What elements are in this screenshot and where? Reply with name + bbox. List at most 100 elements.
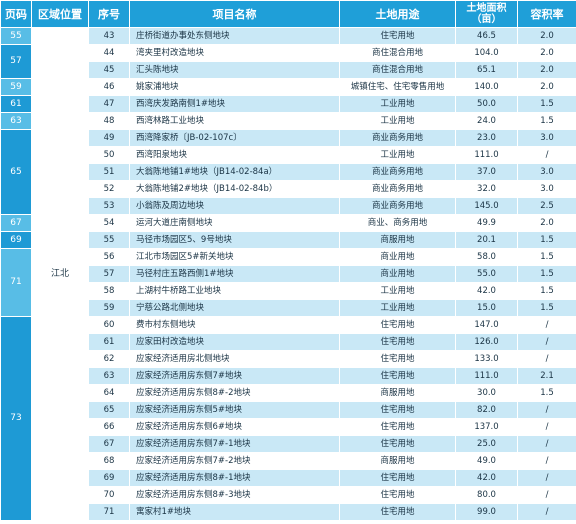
seq-cell: 70 — [88, 486, 130, 504]
floor-area-ratio-cell: 2.1 — [517, 367, 576, 385]
land-area-cell: 58.0 — [455, 248, 518, 266]
project-name-cell: 西湾庆发路南侧1#地块 — [129, 95, 340, 113]
header-area-line2: （亩） — [471, 14, 502, 25]
land-use-cell: 住宅用地 — [339, 27, 456, 45]
table-row: 57 44 湾夹里村改造地块 商住混合用地 104.0 2.0 — [0, 44, 576, 79]
table-row: 69 55 马径市场园区5、9号地块 商服用地 20.1 1.5 — [0, 231, 576, 249]
land-area-cell: 23.0 — [455, 129, 518, 147]
seq-cell: 62 — [88, 350, 130, 368]
floor-area-ratio-cell: 2.0 — [517, 61, 576, 79]
land-use-cell: 商业、商务用地 — [339, 214, 456, 232]
floor-area-ratio-cell: 1.5 — [517, 248, 576, 266]
land-area-cell: 55.0 — [455, 265, 518, 283]
land-use-cell: 工业用地 — [339, 146, 456, 164]
table-row: 63 应家经济适用房东侧7#地块 住宅用地 111.0 2.1 — [1, 367, 576, 385]
land-use-cell: 住宅用地 — [339, 503, 456, 521]
land-area-cell: 99.0 — [455, 503, 518, 521]
floor-area-ratio-cell: 1.5 — [517, 265, 576, 283]
project-name-cell: 大翁陈地铺2#地块（JB14-02-84b） — [129, 180, 340, 198]
floor-area-ratio-cell: 1.5 — [517, 299, 576, 317]
page-number-cell: 73 — [0, 316, 32, 521]
land-area-cell: 46.5 — [455, 27, 518, 45]
project-name-cell: 大翁陈地铺1#地块（JB14-02-84a） — [129, 163, 340, 181]
floor-area-ratio-cell: 1.5 — [517, 112, 576, 130]
land-area-cell: 15.0 — [455, 299, 518, 317]
seq-cell: 55 — [88, 231, 130, 249]
land-use-cell: 商住混合用地 — [339, 44, 456, 62]
seq-cell: 48 — [88, 112, 130, 130]
project-name-cell: 西湾降家桥〔JB-02-107c〕 — [129, 129, 340, 147]
land-use-cell: 商业商务用地 — [339, 163, 456, 181]
land-area-cell: 24.0 — [455, 112, 518, 130]
seq-cell: 68 — [88, 452, 130, 470]
land-use-cell: 商服用地 — [339, 452, 456, 470]
floor-area-ratio-cell: 2.0 — [517, 27, 576, 45]
project-name-cell: 运河大道庄南侧地块 — [129, 214, 340, 232]
project-name-cell: 应家经济适用房东侧6#地块 — [129, 418, 340, 436]
header-area-line1: 土地面积 — [466, 3, 507, 14]
table-row: 73 60 费市村东侧地块 住宅用地 147.0/ — [0, 316, 576, 521]
land-use-cell: 住宅用地 — [339, 316, 456, 334]
page-number-cell: 61 — [0, 95, 32, 113]
land-area-cell: 111.0 — [455, 146, 518, 164]
land-area-cell: 126.0 — [455, 333, 518, 351]
header-page: 页码 — [0, 0, 32, 28]
floor-area-ratio-cell: / — [517, 435, 576, 453]
land-area-cell: 20.1 — [455, 231, 518, 249]
land-use-cell: 商业商务用地 — [339, 129, 456, 147]
land-area-cell: 80.0 — [455, 486, 518, 504]
seq-cell: 56 — [88, 248, 130, 266]
floor-area-ratio-cell: 3.0 — [517, 129, 576, 147]
project-name-cell: 应家经济适用房东侧7#-2地块 — [129, 452, 340, 470]
project-name-cell: 应家经济适用房东侧8#-3地块 — [129, 486, 340, 504]
table-body: 55 江北 43 庄桥街道办事处东侧地块 住宅用地 46.5 2.0 57 44 湾夹里村改造地块… — [0, 27, 576, 521]
seq-cell: 69 — [88, 469, 130, 487]
page-number-cell: 63 — [0, 112, 32, 130]
project-name-cell: 姚家浦地块 — [129, 78, 340, 96]
seq-cell: 60 — [88, 316, 130, 334]
seq-cell: 43 — [88, 27, 130, 45]
project-name-cell: 应家经济适用房东侧7#-1地块 — [129, 435, 340, 453]
land-use-cell: 商业商务用地 — [339, 197, 456, 215]
floor-area-ratio-cell: 2.0 — [517, 78, 576, 96]
page-number-cell: 59 — [0, 78, 32, 96]
seq-cell: 63 — [88, 367, 130, 385]
project-name-cell: 应家经济适用房东侧7#地块 — [129, 367, 340, 385]
land-area-cell: 140.0 — [455, 78, 518, 96]
seq-cell: 59 — [88, 299, 130, 317]
floor-area-ratio-cell: / — [517, 486, 576, 504]
floor-area-ratio-cell: / — [517, 418, 576, 436]
land-use-cell: 住宅用地 — [339, 486, 456, 504]
project-name-cell: 庄桥街道办事处东侧地块 — [129, 27, 340, 45]
page-number-cell: 57 — [0, 44, 32, 79]
land-area-cell: 82.0 — [455, 401, 518, 419]
land-use-cell: 商业用地 — [339, 248, 456, 266]
floor-area-ratio-cell: 2.5 — [517, 197, 576, 215]
table-row: 61 应家田村改造地块 住宅用地 126.0/ — [1, 333, 576, 351]
project-name-cell: 西湾林路工业地块 — [129, 112, 340, 130]
land-use-cell: 工业用地 — [339, 282, 456, 300]
header-area: 土地面积 （亩） — [455, 0, 518, 28]
floor-area-ratio-cell: / — [517, 146, 576, 164]
floor-area-ratio-cell: 3.0 — [517, 163, 576, 181]
floor-area-ratio-cell: 1.5 — [517, 282, 576, 300]
land-use-cell: 城镇住宅、住宅零售用地 — [339, 78, 456, 96]
land-area-cell: 25.0 — [455, 435, 518, 453]
seq-cell: 53 — [88, 197, 130, 215]
header-name: 项目名称 — [129, 0, 340, 28]
land-use-cell: 住宅用地 — [339, 418, 456, 436]
project-name-cell: 宁慈公路北侧地块 — [129, 299, 340, 317]
land-area-cell: 50.0 — [455, 95, 518, 113]
land-use-cell: 工业用地 — [339, 95, 456, 113]
project-name-cell: 湾夹里村改造地块 — [129, 44, 340, 62]
land-area-cell: 147.0 — [455, 316, 518, 334]
page-number-cell: 69 — [0, 231, 32, 249]
table-row: 61 47 西湾庆发路南侧1#地块 工业用地 50.0 1.5 — [0, 95, 576, 113]
table-row: 68 应家经济适用房东侧7#-2地块 商服用地 49.0/ — [1, 452, 576, 470]
land-area-cell: 104.0 — [455, 44, 518, 62]
page-number-cell: 65 — [0, 129, 32, 215]
land-area-cell: 42.0 — [455, 469, 518, 487]
seq-cell: 67 — [88, 435, 130, 453]
header-use: 土地用途 — [339, 0, 456, 28]
land-use-cell: 住宅用地 — [339, 350, 456, 368]
